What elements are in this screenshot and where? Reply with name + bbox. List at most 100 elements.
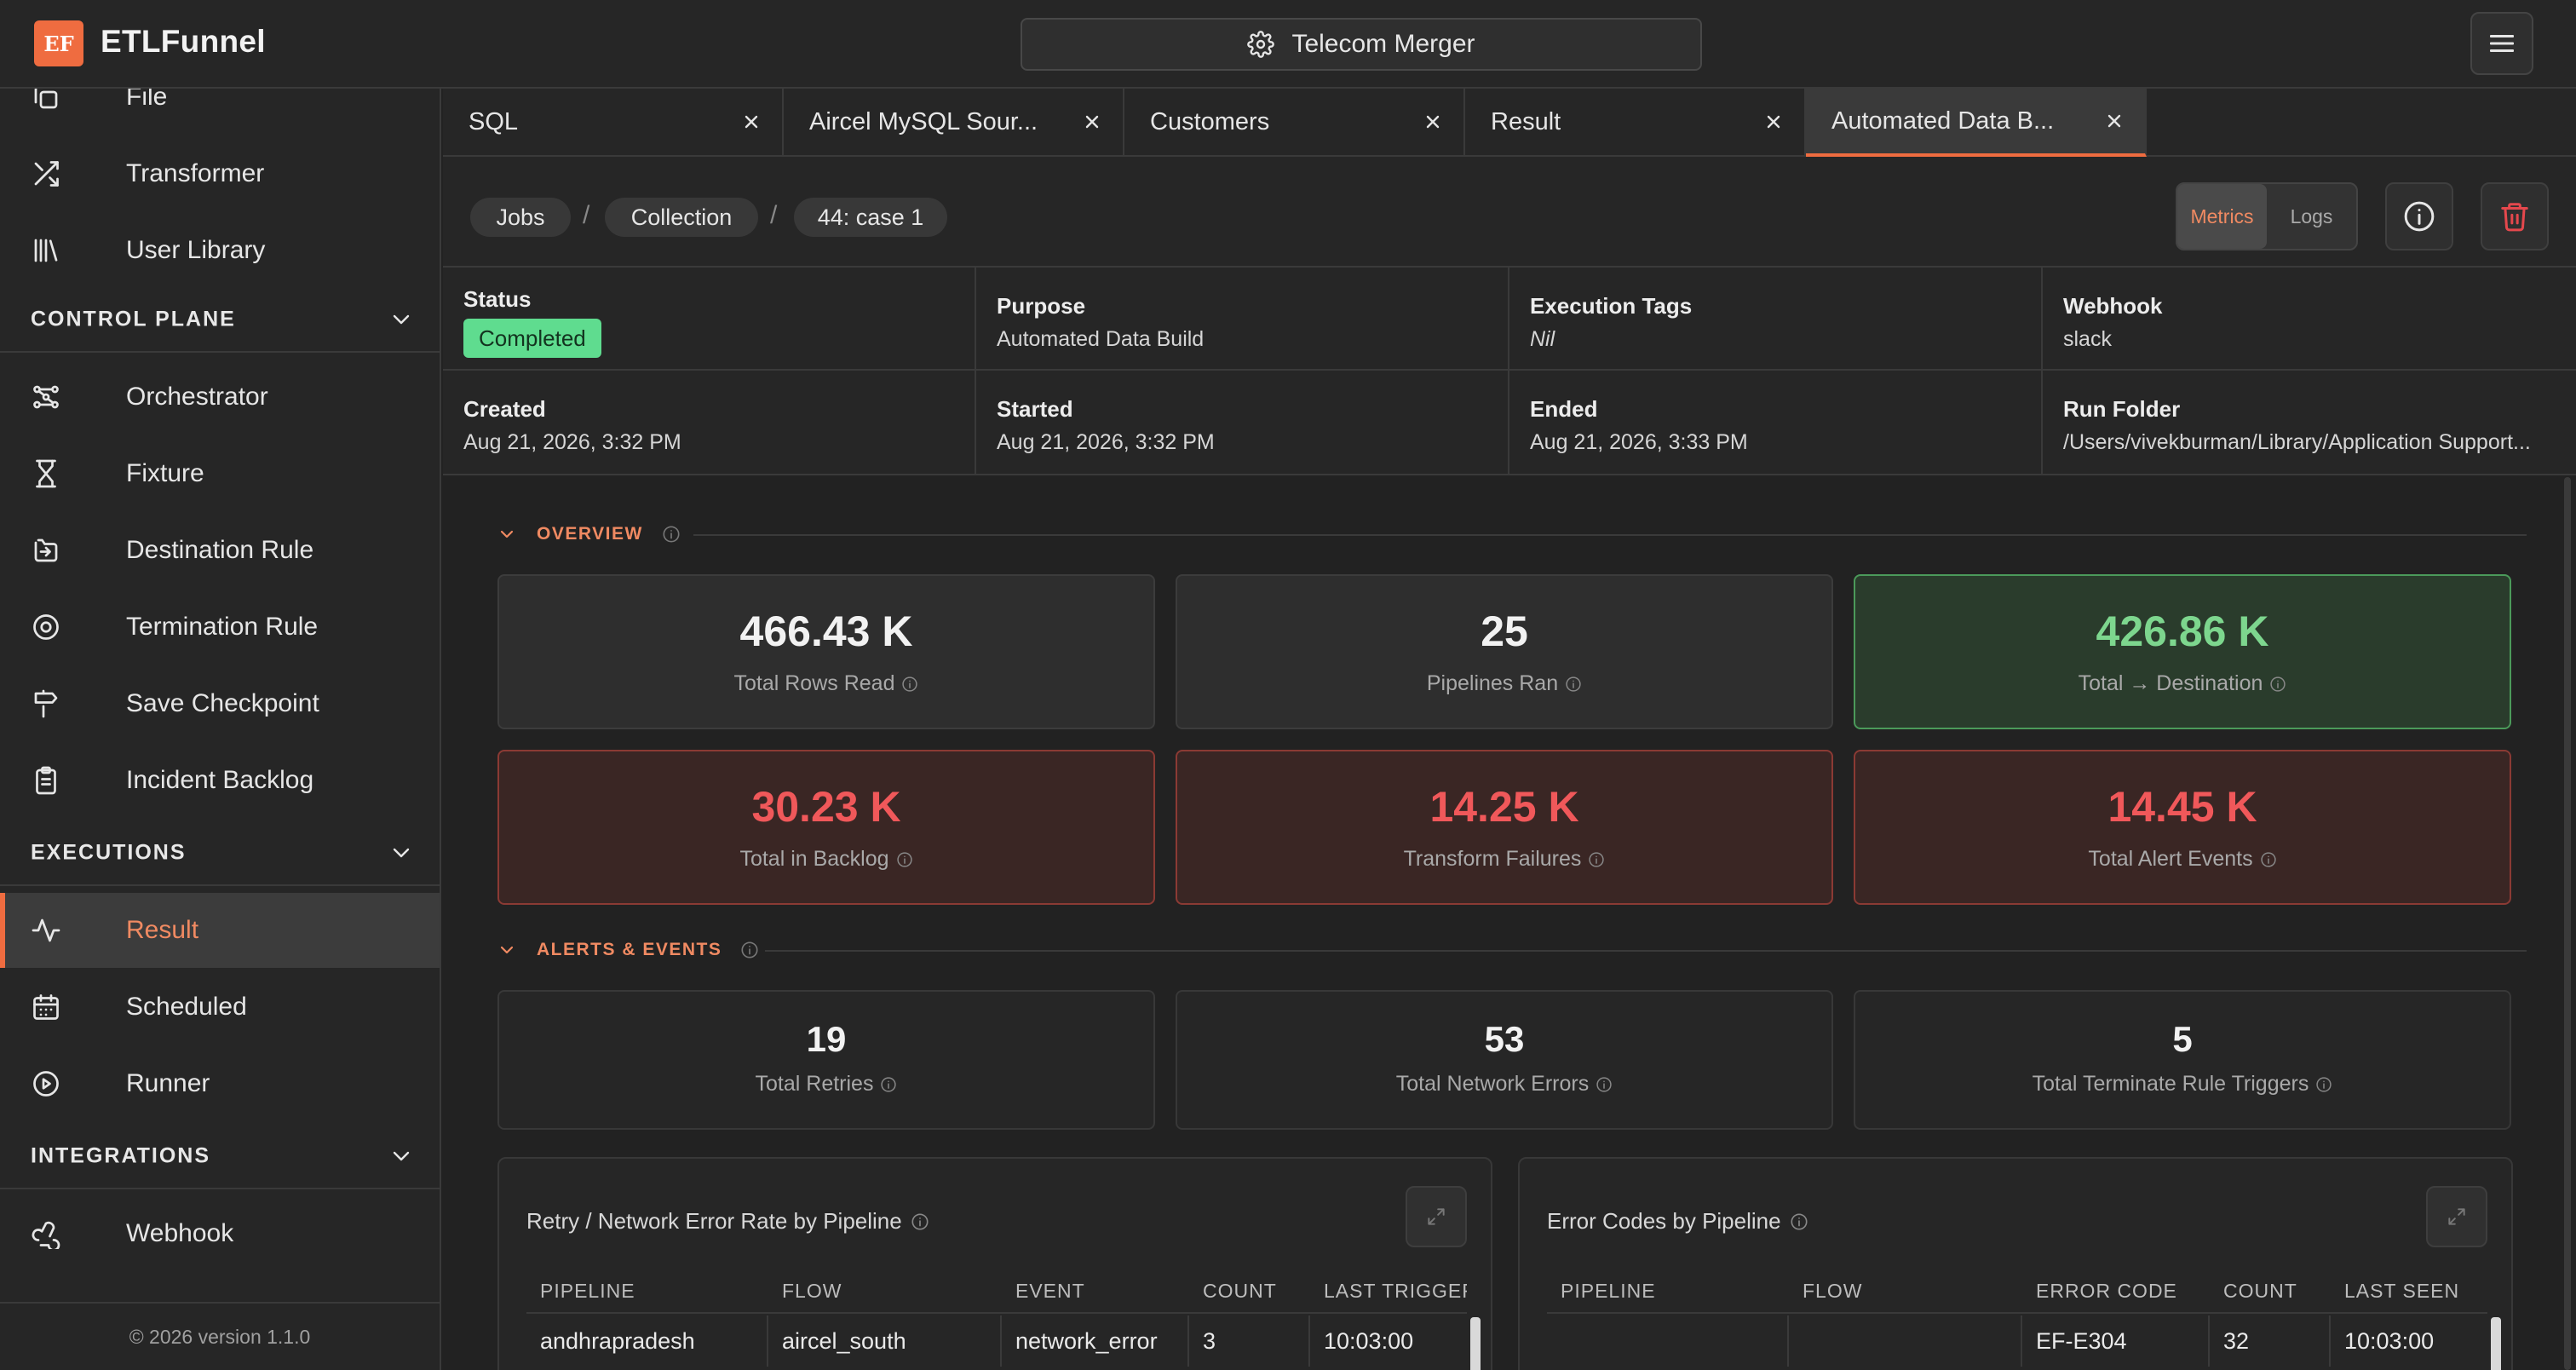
chevron-down-icon bbox=[392, 1150, 411, 1162]
created-value: Aug 21, 2026, 3:32 PM bbox=[463, 430, 681, 454]
table-scrollbar[interactable] bbox=[2491, 1317, 2501, 1370]
created-cell: Created Aug 21, 2026, 3:32 PM bbox=[443, 371, 976, 474]
sidebar-item-incident-backlog[interactable]: Incident Backlog bbox=[0, 743, 440, 818]
stat-card-rows-read: 466.43 K Total Rows Read bbox=[497, 574, 1155, 729]
run-folder-cell: Run Folder /Users/vivekburman/Library/Ap… bbox=[2043, 371, 2576, 474]
sidebar-item-fixture[interactable]: Fixture bbox=[0, 436, 440, 511]
purpose-cell: Purpose Automated Data Build bbox=[976, 268, 1509, 371]
breadcrumb-run[interactable]: 44: case 1 bbox=[794, 198, 947, 237]
sidebar-item-save-checkpoint[interactable]: Save Checkpoint bbox=[0, 666, 440, 741]
logs-toggle[interactable]: Logs bbox=[2290, 204, 2333, 227]
stat-caption: Total Network Errors bbox=[1177, 1072, 1831, 1097]
sidebar-item-file[interactable]: File bbox=[0, 89, 440, 135]
expand-icon bbox=[2446, 1206, 2468, 1228]
close-icon[interactable] bbox=[1765, 113, 1782, 130]
stat-card-transform-failures: 14.25 K Transform Failures bbox=[1176, 750, 1833, 905]
close-icon[interactable] bbox=[1084, 113, 1101, 130]
app-logo: EF bbox=[34, 20, 83, 66]
info-icon bbox=[1596, 1076, 1613, 1093]
alerts-header[interactable]: ALERTS & EVENTS bbox=[499, 937, 759, 963]
error-codes-panel: Error Codes by Pipeline PIPELINE FLOW ER… bbox=[1518, 1157, 2513, 1370]
breadcrumb-collection[interactable]: Collection bbox=[605, 198, 758, 237]
column-header: LAST TRIGGER bbox=[1324, 1280, 1467, 1302]
sidebar-item-webhook[interactable]: Webhook bbox=[0, 1196, 440, 1271]
sidebar-item-termination-rule[interactable]: Termination Rule bbox=[0, 590, 440, 665]
sidebar-item-orchestrator[interactable]: Orchestrator bbox=[0, 360, 440, 435]
section-executions[interactable]: EXECUTIONS bbox=[0, 821, 440, 886]
hamburger-menu-button[interactable] bbox=[2470, 12, 2533, 75]
sidebar-item-user-library[interactable]: User Library bbox=[0, 213, 440, 288]
app-title: ETLFunnel bbox=[101, 24, 266, 59]
close-icon[interactable] bbox=[2106, 112, 2123, 130]
stat-value: 5 bbox=[2172, 1019, 2193, 1059]
sidebar-item-label: Scheduled bbox=[126, 993, 247, 1021]
section-integrations[interactable]: INTEGRATIONS bbox=[0, 1125, 440, 1189]
close-icon[interactable] bbox=[743, 113, 760, 130]
tab-label: SQL bbox=[469, 107, 519, 135]
sidebar: File Transformer User Library CONTROL PL… bbox=[0, 89, 441, 1370]
stat-label: Total Terminate Rule Triggers bbox=[2032, 1072, 2309, 1096]
stat-value: 53 bbox=[1484, 1019, 1525, 1059]
cell-last-seen: 10:03:00 bbox=[2344, 1327, 2435, 1354]
metrics-toggle[interactable]: Metrics bbox=[2177, 184, 2267, 249]
table-row[interactable]: EF-E304 32 10:03:00 bbox=[1547, 1315, 2487, 1367]
sidebar-item-scheduled[interactable]: Scheduled bbox=[0, 970, 440, 1045]
column-header: FLOW bbox=[1803, 1280, 1863, 1302]
sidebar-item-destination-rule[interactable]: Destination Rule bbox=[0, 513, 440, 588]
overview-header[interactable]: OVERVIEW bbox=[499, 521, 681, 547]
ended-label: Ended bbox=[1530, 396, 1598, 422]
sidebar-item-runner[interactable]: Runner bbox=[0, 1046, 440, 1121]
tab-label: Aircel MySQL Sour... bbox=[809, 107, 1038, 135]
info-icon bbox=[880, 1076, 897, 1093]
project-name: Telecom Merger bbox=[1291, 30, 1475, 58]
table-scrollbar[interactable] bbox=[1470, 1317, 1481, 1370]
column-header: PIPELINE bbox=[1561, 1280, 1656, 1302]
webhook-icon bbox=[31, 1218, 61, 1249]
stat-caption: Pipelines Ran bbox=[1177, 671, 1831, 696]
stat-value: 19 bbox=[806, 1019, 847, 1059]
stat-card-backlog: 30.23 K Total in Backlog bbox=[497, 750, 1155, 905]
stat-label: Total → Destination bbox=[2078, 671, 2263, 695]
info-icon bbox=[901, 676, 918, 693]
run-folder-value: /Users/vivekburman/Library/Application S… bbox=[2063, 430, 2531, 454]
status-label: Status bbox=[463, 286, 532, 312]
cell-error-code: EF-E304 bbox=[2022, 1315, 2210, 1367]
purpose-label: Purpose bbox=[997, 293, 1086, 319]
column-header: LAST SEEN bbox=[2344, 1280, 2460, 1302]
signpost-icon bbox=[31, 688, 61, 719]
breadcrumb-separator: / bbox=[770, 201, 778, 229]
tab-sql[interactable]: SQL bbox=[443, 89, 784, 155]
tab-automated-data-build[interactable]: Automated Data B... bbox=[1806, 89, 2147, 157]
execution-tags-label: Execution Tags bbox=[1530, 293, 1693, 319]
table-row[interactable]: andhrapradesh aircel_south network_error… bbox=[526, 1315, 1467, 1367]
info-icon bbox=[740, 941, 759, 959]
info-button[interactable] bbox=[2385, 182, 2453, 250]
chevron-down-icon bbox=[499, 945, 515, 955]
expand-button[interactable] bbox=[2426, 1186, 2487, 1247]
view-toggle: Metrics Logs bbox=[2176, 182, 2358, 250]
stat-value: 426.86 K bbox=[2096, 607, 2269, 655]
stat-card-alert-events: 14.45 K Total Alert Events bbox=[1854, 750, 2511, 905]
tab-customers[interactable]: Customers bbox=[1124, 89, 1465, 155]
menu-icon bbox=[2489, 33, 2515, 54]
tab-result[interactable]: Result bbox=[1465, 89, 1806, 155]
close-icon[interactable] bbox=[1424, 113, 1441, 130]
calendar-icon bbox=[31, 992, 61, 1022]
section-title: INTEGRATIONS bbox=[31, 1143, 211, 1168]
cell-count: 3 bbox=[1189, 1315, 1310, 1367]
sidebar-item-result[interactable]: Result bbox=[0, 893, 440, 968]
expand-button[interactable] bbox=[1406, 1186, 1467, 1247]
cell-count: 32 bbox=[2210, 1315, 2331, 1367]
sidebar-item-transformer[interactable]: Transformer bbox=[0, 136, 440, 211]
error-table-title: Error Codes by Pipeline bbox=[1547, 1208, 1781, 1234]
tab-aircel-mysql-source[interactable]: Aircel MySQL Sour... bbox=[784, 89, 1124, 155]
breadcrumb-jobs[interactable]: Jobs bbox=[470, 198, 571, 237]
stat-caption: Total Terminate Rule Triggers bbox=[1855, 1072, 2510, 1097]
project-selector-button[interactable]: Telecom Merger bbox=[1021, 18, 1702, 71]
destination-icon bbox=[31, 535, 61, 566]
page-scrollbar[interactable] bbox=[2564, 477, 2571, 1370]
delete-button[interactable] bbox=[2481, 182, 2549, 250]
section-title: CONTROL PLANE bbox=[31, 307, 236, 331]
stat-value: 14.45 K bbox=[2107, 783, 2257, 831]
section-control-plane[interactable]: CONTROL PLANE bbox=[0, 288, 440, 353]
